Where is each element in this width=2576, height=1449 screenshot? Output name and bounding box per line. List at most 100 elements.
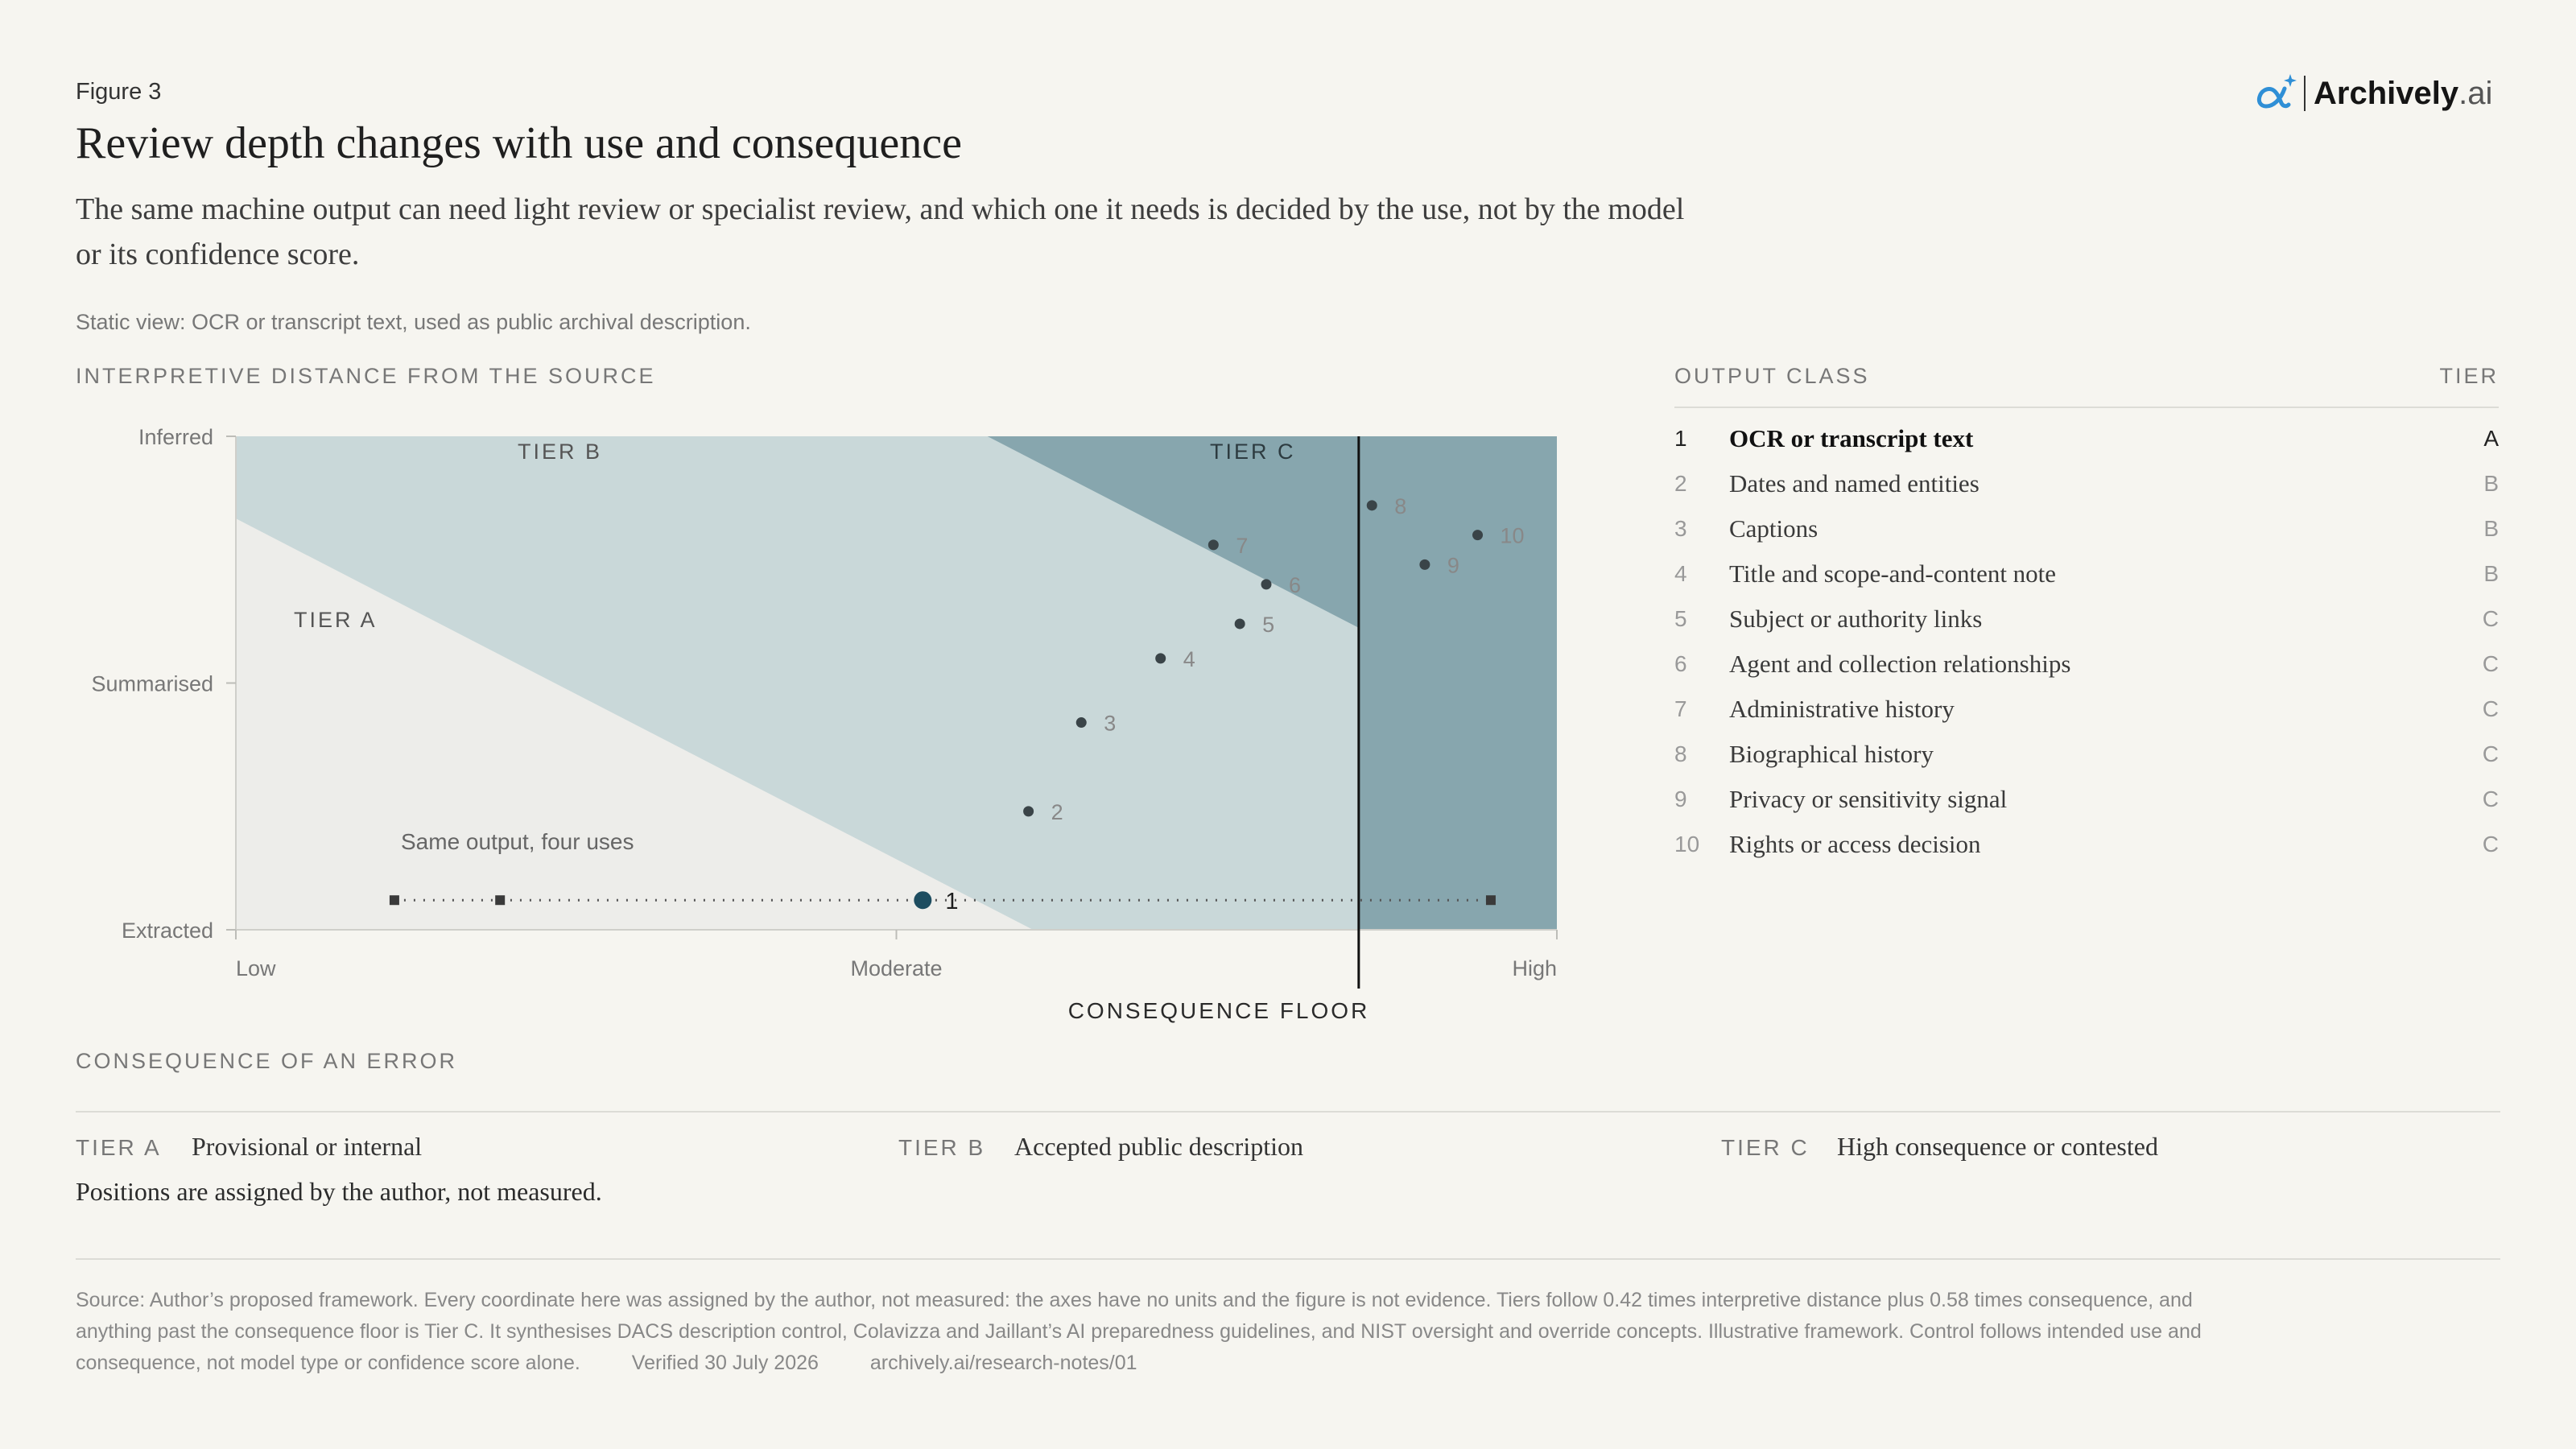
- legend-item-tier: C: [2482, 651, 2499, 676]
- legend-item[interactable]: 9 Privacy or sensitivity signal C: [1674, 777, 2499, 822]
- legend-item-number: 6: [1674, 651, 1687, 676]
- point-label: 7: [1236, 534, 1248, 558]
- tier-c-label: TIER C: [1210, 440, 1296, 464]
- legend-item-tier: B: [2483, 471, 2499, 496]
- figure-title: Review depth changes with use and conseq…: [76, 118, 962, 168]
- legend-item[interactable]: 8 Biographical history C: [1674, 732, 2499, 777]
- same-output-uses: Same output, four uses: [389, 829, 1496, 906]
- legend-item[interactable]: 3 Captions B: [1674, 506, 2499, 551]
- uses-label: Same output, four uses: [401, 829, 634, 854]
- legend-item-number: 4: [1674, 561, 1687, 586]
- tier-key-a-desc: Provisional or internal: [192, 1132, 423, 1161]
- source-text: Source: Author’s proposed framework. Eve…: [76, 1289, 2202, 1374]
- legend-item-tier: A: [2483, 426, 2499, 451]
- chart-labels: TIER B TIER C TIER A: [294, 440, 1296, 632]
- legend-item-label: Administrative history: [1729, 695, 1955, 723]
- legend-item[interactable]: 6 Agent and collection relationships C: [1674, 642, 2499, 687]
- tier-key-b-name: TIER B: [898, 1135, 986, 1160]
- legend-item-number: 9: [1674, 786, 1687, 811]
- legend-item-label: OCR or transcript text: [1729, 424, 1974, 452]
- tier-a-region: [236, 436, 1557, 930]
- tier-a-label: TIER A: [294, 608, 378, 632]
- legend-item-label: Title and scope-and-content note: [1729, 559, 2057, 588]
- point-label: 2: [1051, 800, 1063, 824]
- point-label: 4: [1183, 647, 1195, 671]
- legend-item-number: 10: [1674, 832, 1700, 857]
- logo-wordmark: Archively.ai: [2314, 75, 2493, 111]
- data-point: [1155, 653, 1166, 664]
- legend-item-tier: C: [2482, 606, 2499, 631]
- legend-item-label: Dates and named entities: [1729, 469, 1979, 497]
- point-label: 1: [945, 889, 958, 914]
- tier-regions: [236, 436, 1557, 930]
- legend-item[interactable]: 5 Subject or authority links C: [1674, 597, 2499, 642]
- consequence-floor-label: CONSEQUENCE FLOOR: [1068, 998, 1370, 1023]
- legend-item-tier: B: [2483, 561, 2499, 586]
- legend-item-number: 3: [1674, 516, 1687, 541]
- legend-header-tier: TIER: [2439, 364, 2499, 388]
- output-class-legend: OUTPUT CLASS TIER 1 OCR or transcript tex…: [1674, 364, 2499, 867]
- point-label: 8: [1394, 494, 1406, 518]
- tier-key-a-name: TIER A: [76, 1135, 162, 1160]
- logo-divider: [2304, 76, 2306, 111]
- y-tick-label: Summarised: [91, 672, 213, 696]
- legend-item-tier: C: [2482, 741, 2499, 766]
- data-point: [1208, 539, 1219, 551]
- x-axis-title: CONSEQUENCE OF AN ERROR: [76, 1049, 458, 1073]
- tier-c-region: [987, 436, 1557, 930]
- data-point: [1472, 530, 1484, 541]
- source-note: Source: Author’s proposed framework. Eve…: [76, 1285, 2265, 1379]
- legend-item-label: Rights or access decision: [1729, 830, 1981, 858]
- data-point: [1261, 579, 1272, 590]
- data-point: [1075, 717, 1087, 729]
- footer-divider: [76, 1258, 2500, 1260]
- legend-item-label: Captions: [1729, 514, 1818, 543]
- y-tick-label: Inferred: [138, 425, 213, 449]
- legend-item-number: 1: [1674, 426, 1687, 451]
- figure-label: Figure 3: [76, 79, 162, 105]
- data-point: [1366, 500, 1377, 511]
- legend-item-tier: B: [2483, 516, 2499, 541]
- data-point: [1234, 618, 1245, 630]
- tier-b-label: TIER B: [518, 440, 602, 464]
- legend-item-label: Agent and collection relationships: [1729, 650, 2071, 678]
- x-tick-label: Low: [236, 956, 276, 980]
- tier-key-c-name: TIER C: [1721, 1135, 1810, 1160]
- legend-item-label: Biographical history: [1729, 740, 1934, 768]
- point-label: 6: [1289, 573, 1301, 597]
- legend-item-tier: C: [2482, 696, 2499, 721]
- data-point: [1023, 806, 1034, 817]
- data-point: [1419, 559, 1430, 570]
- legend-item-number: 5: [1674, 606, 1687, 631]
- y-axis-title: INTERPRETIVE DISTANCE FROM THE SOURCE: [76, 364, 656, 388]
- static-view-caption: Static view: OCR or transcript text, use…: [76, 310, 751, 334]
- legend-header-output-class: OUTPUT CLASS: [1674, 364, 1870, 388]
- point-label: 5: [1262, 613, 1274, 637]
- legend-item-tier: C: [2482, 786, 2499, 811]
- legend-header: OUTPUT CLASS TIER: [1674, 364, 2499, 408]
- x-tick-label: Moderate: [850, 956, 942, 980]
- legend-item[interactable]: 1 OCR or transcript text A: [1674, 416, 2499, 461]
- alpha-sparkle-icon: [2256, 74, 2297, 109]
- legend-item[interactable]: 10 Rights or access decision C: [1674, 822, 2499, 867]
- active-point: [914, 891, 932, 910]
- source-url[interactable]: archively.ai/research-notes/01: [869, 1352, 1137, 1374]
- tier-key-c: TIER C High consequence or contested: [1721, 1132, 2158, 1162]
- legend-item[interactable]: 2 Dates and named entities B: [1674, 461, 2499, 506]
- legend-item-tier: C: [2482, 832, 2499, 857]
- legend-item[interactable]: 7 Administrative history C: [1674, 687, 2499, 732]
- point-label: 10: [1501, 524, 1525, 548]
- verified-date: Verified 30 July 2026: [631, 1352, 819, 1374]
- legend-item-label: Subject or authority links: [1729, 605, 1983, 633]
- point-label: 9: [1447, 553, 1459, 577]
- figure-subtitle: The same machine output can need light r…: [76, 192, 1685, 271]
- tier-key-c-desc: High consequence or contested: [1837, 1132, 2158, 1161]
- archively-logo[interactable]: Archively.ai: [2254, 71, 2492, 116]
- legend-item-number: 2: [1674, 471, 1687, 496]
- positions-note: Positions are assigned by the author, no…: [76, 1177, 602, 1206]
- tier-key-b-desc: Accepted public description: [1014, 1132, 1303, 1161]
- point-label: 3: [1104, 712, 1116, 736]
- legend-item-number: 7: [1674, 696, 1687, 721]
- tier-b-region: [236, 436, 1557, 930]
- legend-item[interactable]: 4 Title and scope-and-content note B: [1674, 551, 2499, 597]
